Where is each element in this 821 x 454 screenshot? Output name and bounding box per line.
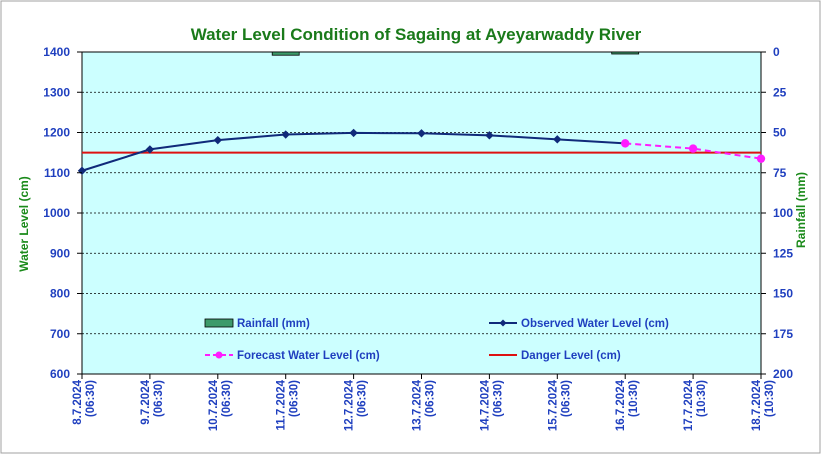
right-tick-label-0: 0 bbox=[773, 45, 780, 59]
x-tick-date-9: 17.7.2024 bbox=[683, 379, 695, 431]
x-tick-date-0: 8.7.2024 bbox=[72, 379, 84, 424]
forecast-point-8 bbox=[621, 139, 630, 148]
grid-lines bbox=[82, 51, 761, 335]
right-tick-label-8: 200 bbox=[773, 367, 793, 381]
left-tick-label-2: 800 bbox=[50, 287, 70, 301]
x-tick-label-5: 13.7.2024 (06:30) bbox=[412, 379, 437, 431]
x-tick-time-8: (10:30) bbox=[628, 380, 640, 417]
x-tick-label-9: 17.7.2024 (10:30) bbox=[683, 379, 708, 431]
x-tick-time-6: (06:30) bbox=[492, 380, 504, 417]
left-axis-ticks: 600 700 800 900 1000 1100 1200 1300 1400 bbox=[43, 45, 82, 381]
x-tick-time-5: (06:30) bbox=[425, 380, 437, 417]
observed-point-3 bbox=[281, 130, 290, 139]
forecast-water-level-series bbox=[621, 139, 766, 163]
observed-point-5 bbox=[417, 129, 426, 138]
x-tick-date-2: 10.7.2024 bbox=[208, 379, 220, 431]
left-tick-label-8: 1400 bbox=[43, 45, 70, 59]
legend: Rainfall (mm) Observed Water Level (cm) Fo… bbox=[204, 318, 669, 362]
right-axis-title: Rainfall (mm) bbox=[794, 172, 808, 248]
x-axis-ticks: 8.7.2024 (06:30) 9.7.2024 (06:30) 10.7.2024(… bbox=[72, 374, 776, 431]
x-tick-label-6: 14.7.2024 (06:30) bbox=[479, 379, 504, 431]
observed-point-1 bbox=[145, 145, 155, 154]
x-tick-date-4: 12.7.2024 bbox=[344, 379, 356, 431]
x-tick-time-2: (06:30) bbox=[221, 380, 233, 417]
x-tick-time-0: (06:30) bbox=[85, 380, 97, 417]
right-tick-label-2: 50 bbox=[773, 126, 787, 140]
right-tick-label-4: 100 bbox=[773, 206, 793, 220]
x-tick-label-1: 9.7.2024 (06:30) bbox=[140, 379, 165, 424]
left-tick-label-3: 900 bbox=[50, 246, 70, 260]
left-tick-label-7: 1300 bbox=[43, 85, 70, 99]
legend-swatch-0 bbox=[204, 318, 234, 328]
x-tick-time-1: (06:30) bbox=[153, 380, 165, 417]
right-axis-ticks: 0 25 50 75 100 125 150 175 200 bbox=[761, 45, 793, 381]
x-tick-date-7: 15.7.2024 bbox=[547, 379, 559, 431]
legend-marker-1 bbox=[499, 319, 507, 327]
x-tick-label-7: 15.7.2024 (06:30) bbox=[547, 379, 572, 431]
observed-point-7 bbox=[553, 135, 562, 144]
left-tick-label-5: 1100 bbox=[44, 166, 70, 180]
x-tick-time-9: (10:30) bbox=[696, 380, 708, 417]
left-tick-label-4: 1000 bbox=[43, 206, 70, 220]
left-tick-label-6: 1200 bbox=[43, 126, 70, 140]
forecast-point-9 bbox=[688, 144, 698, 153]
x-tick-time-7: (06:30) bbox=[560, 380, 572, 417]
x-tick-label-2: 10.7.2024 (06:30) bbox=[208, 379, 233, 431]
left-tick-label-0: 600 bbox=[50, 367, 70, 381]
x-tick-label-0: 8.7.2024 (06:30) bbox=[72, 379, 97, 424]
rainfall-bars bbox=[271, 51, 640, 56]
x-tick-date-6: 14.7.2024 bbox=[479, 379, 491, 431]
legend-label-2: Forecast Water Level (cm) bbox=[237, 350, 380, 362]
right-tick-label-5: 125 bbox=[773, 246, 793, 260]
legend-label-1: Observed Water Level (cm) bbox=[521, 318, 669, 330]
x-tick-time-4: (06:30) bbox=[357, 380, 369, 417]
x-tick-label-8: 16.7.2024 (10:30) bbox=[615, 379, 640, 431]
rainfall-bar-8 bbox=[611, 51, 640, 55]
x-tick-time-3: (06:30) bbox=[289, 380, 301, 417]
forecast-point-10 bbox=[756, 154, 766, 163]
right-tick-label-6: 150 bbox=[773, 287, 793, 301]
x-tick-label-3: 11.7.2024 (06:30) bbox=[276, 379, 301, 430]
observed-point-6 bbox=[485, 131, 494, 140]
left-tick-label-1: 700 bbox=[50, 327, 70, 341]
x-tick-date-1: 9.7.2024 bbox=[140, 379, 152, 424]
rainfall-bar-3 bbox=[271, 51, 300, 56]
chart-title: Water Level Condition of Sagaing at Ayey… bbox=[191, 25, 642, 44]
x-tick-label-4: 12.7.2024 (06:30) bbox=[344, 379, 369, 431]
x-tick-date-3: 11.7.2024 bbox=[276, 379, 288, 430]
right-tick-label-3: 75 bbox=[773, 166, 787, 180]
right-tick-label-7: 175 bbox=[773, 327, 793, 341]
observed-point-2 bbox=[213, 135, 222, 145]
x-tick-date-10: 18.7.2024 bbox=[751, 379, 763, 431]
legend-label-3: Danger Level (cm) bbox=[521, 350, 621, 362]
right-tick-label-1: 25 bbox=[773, 85, 787, 99]
x-tick-date-5: 13.7.2024 bbox=[412, 379, 424, 431]
forecast-line-path bbox=[625, 142, 762, 160]
left-axis-title: Water Level (cm) bbox=[17, 176, 31, 272]
observed-point-4 bbox=[349, 128, 358, 138]
x-tick-time-10: (10:30) bbox=[764, 380, 776, 417]
x-tick-date-8: 16.7.2024 bbox=[615, 379, 627, 431]
legend-marker-2 bbox=[215, 351, 223, 359]
legend-label-0: Rainfall (mm) bbox=[237, 318, 310, 330]
x-tick-label-10: 18.7.2024 (10:30) bbox=[751, 379, 776, 431]
